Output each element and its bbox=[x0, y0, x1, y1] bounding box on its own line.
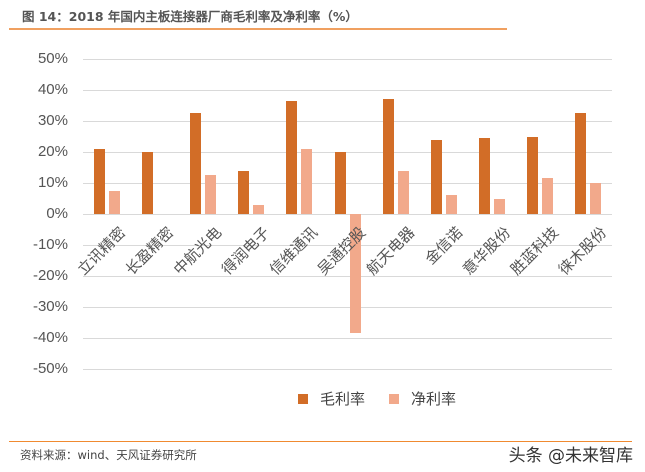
x-category-label: 意华股份 bbox=[458, 223, 514, 279]
bar-net-margin bbox=[445, 195, 457, 214]
gridline bbox=[83, 214, 612, 215]
legend-item-net: 净利率 bbox=[389, 388, 456, 409]
bar-gross-margin bbox=[526, 136, 538, 214]
bar-gross-margin bbox=[238, 170, 250, 214]
gridline bbox=[83, 59, 612, 60]
bar-gross-margin bbox=[94, 148, 106, 214]
y-tick-label: -50% bbox=[32, 360, 68, 377]
y-tick-label: -20% bbox=[32, 267, 68, 284]
bar-net-margin bbox=[349, 214, 361, 334]
x-category-label: 立讯精密 bbox=[74, 223, 130, 279]
bar-gross-margin bbox=[142, 152, 154, 214]
bar-gross-margin bbox=[334, 152, 346, 214]
footer-divider bbox=[9, 441, 632, 442]
y-tick-label: 50% bbox=[37, 50, 68, 67]
gridline bbox=[83, 152, 612, 153]
chart-title: 图 14：2018 年国内主板连接器厂商毛利率及净利率（%） bbox=[22, 9, 358, 24]
bar-net-margin bbox=[493, 198, 505, 214]
y-tick-label: 10% bbox=[37, 174, 68, 191]
source-note: 资料来源：wind、天风证券研究所 bbox=[20, 448, 197, 462]
bar-net-margin bbox=[397, 170, 409, 214]
y-tick-label: 0% bbox=[46, 205, 68, 222]
gridline bbox=[83, 121, 612, 122]
legend-swatch-net bbox=[389, 393, 400, 404]
bar-net-margin bbox=[589, 183, 601, 214]
x-category-label: 航天电器 bbox=[362, 223, 418, 279]
x-category-label: 信维通讯 bbox=[266, 223, 322, 279]
legend: 毛利率 净利率 bbox=[298, 388, 480, 409]
y-tick-label: 20% bbox=[37, 143, 68, 160]
y-tick-label: 40% bbox=[37, 81, 68, 98]
gridline bbox=[83, 183, 612, 184]
bar-net-margin bbox=[541, 178, 553, 214]
gridline bbox=[83, 338, 612, 339]
bar-net-margin bbox=[253, 204, 265, 214]
gridline bbox=[83, 90, 612, 91]
bar-net-margin bbox=[109, 190, 121, 214]
x-category-label: 长盈精密 bbox=[122, 223, 178, 279]
gridline bbox=[83, 307, 612, 308]
y-tick-label: -10% bbox=[32, 236, 68, 253]
x-category-label: 吴通控股 bbox=[314, 223, 370, 279]
legend-item-gross: 毛利率 bbox=[298, 388, 365, 409]
bar-gross-margin bbox=[382, 99, 394, 214]
bar-net-margin bbox=[301, 148, 313, 214]
bar-gross-margin bbox=[190, 113, 202, 214]
y-tick-label: -40% bbox=[32, 329, 68, 346]
legend-label-gross: 毛利率 bbox=[320, 390, 366, 408]
y-tick-label: 30% bbox=[37, 112, 68, 129]
x-category-label: 得润电子 bbox=[218, 223, 274, 279]
gridline bbox=[83, 245, 612, 246]
gridline bbox=[83, 369, 612, 370]
y-tick-label: -30% bbox=[32, 298, 68, 315]
legend-swatch-gross bbox=[298, 393, 308, 404]
legend-label-net: 净利率 bbox=[411, 390, 457, 408]
bar-chart: 50% 40% 30% 20% 10% 0% -10% -20% -30% -40% -50% 立讯精… bbox=[32, 50, 612, 377]
bar-gross-margin bbox=[574, 113, 586, 214]
watermark: 头条 @未来智库 bbox=[508, 446, 633, 466]
bar-gross-margin bbox=[478, 138, 490, 214]
x-category-label: 胜蓝科技 bbox=[506, 223, 563, 279]
gridline bbox=[83, 276, 612, 277]
x-category-label: 中航光电 bbox=[170, 223, 226, 279]
bar-gross-margin bbox=[430, 139, 442, 214]
x-category-label: 徕木股份 bbox=[554, 223, 611, 279]
title-divider bbox=[9, 28, 507, 30]
bar-gross-margin bbox=[286, 100, 298, 214]
bar-net-margin bbox=[205, 175, 217, 214]
